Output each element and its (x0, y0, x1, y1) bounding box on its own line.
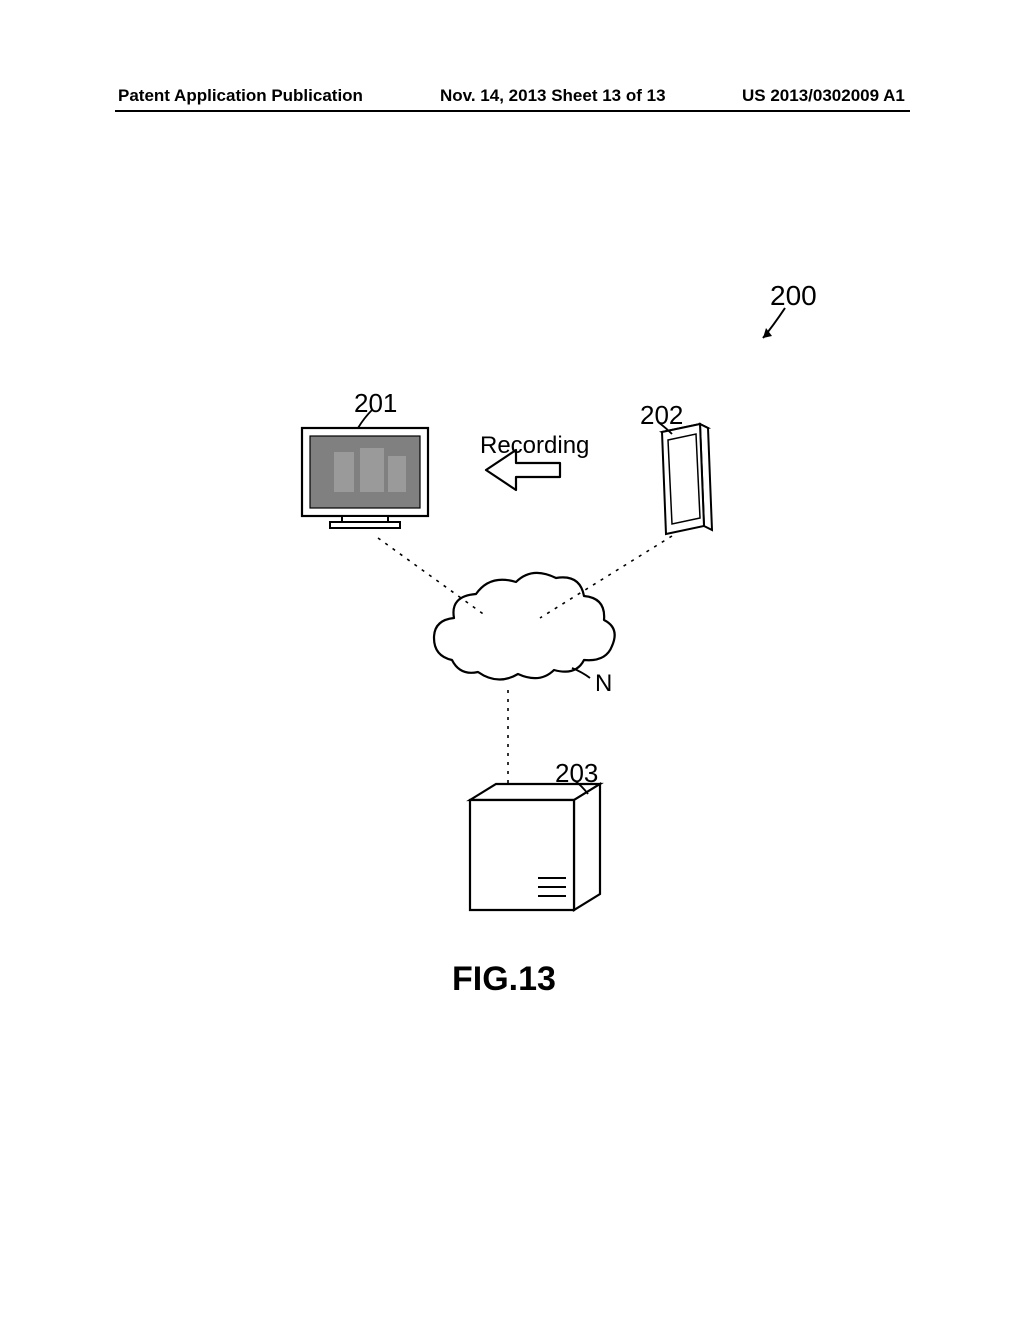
figure-caption: FIG.13 (452, 960, 556, 999)
label-tablet-ref: 202 (640, 400, 683, 431)
tablet-device (662, 424, 712, 534)
leader-system (763, 308, 785, 338)
label-recording: Recording (480, 432, 589, 460)
label-system-ref: 200 (770, 280, 817, 312)
diagram-svg (0, 0, 1024, 1320)
label-network-ref: N (595, 670, 612, 698)
label-tv-ref: 201 (354, 388, 397, 419)
tv-device (302, 428, 428, 528)
page-root: Patent Application Publication Nov. 14, … (0, 0, 1024, 1320)
label-server-ref: 203 (555, 758, 598, 789)
server-device (470, 784, 600, 910)
leader-network (572, 668, 590, 678)
